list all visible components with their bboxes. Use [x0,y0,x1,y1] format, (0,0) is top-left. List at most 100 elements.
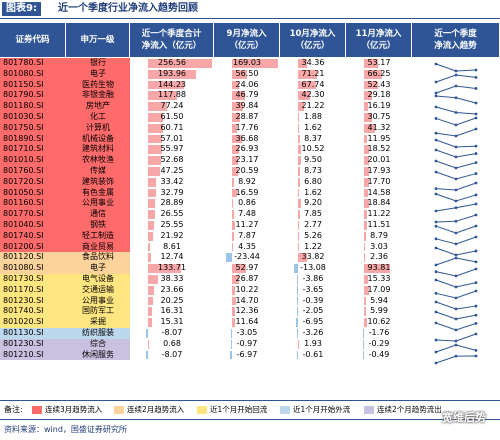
trend-svg [434,278,478,289]
trend-svg [434,159,478,170]
trend-point [474,267,478,271]
value-total: 47.25 [130,166,214,177]
value-bar-m11 [364,275,369,284]
industry-name: 建筑装饰 [66,176,130,188]
value-bar-m11 [364,123,376,133]
value-m10-text: 10.52 [301,144,325,154]
value-total: 0.68 [130,338,214,350]
value-bar-m11 [363,350,364,360]
value-m11: 66.25 [346,68,412,80]
value-bar-m9 [232,145,240,155]
value-bar-m9 [232,156,239,165]
trend-point [454,296,458,300]
value-total: 133.71 [130,263,214,274]
trend-point [434,138,438,141]
value-total-text: 77.24 [160,101,184,111]
trend-point [454,111,458,115]
security-code-text: 801120.SI [3,252,44,262]
value-m9: 20.59 [214,166,280,177]
trend-point [474,224,478,228]
value-m9: 11.27 [214,220,280,231]
trend-sparkline [412,80,500,94]
value-m10: 7.85 [280,209,346,220]
value-m11: 29.18 [346,90,412,102]
trend-svg [434,343,478,354]
value-m10-text: -13.08 [300,263,326,273]
value-bar-m11 [364,59,379,68]
table-row: 801760.SI 传媒 47.25 20.59 8.73 17.93 [0,166,500,181]
trend-point [434,94,438,98]
value-bar-total [148,113,164,122]
security-code-text: 801050.SI [3,187,44,197]
industry-name-text: 通信 [90,209,106,219]
security-code-text: 801170.SI [3,284,44,294]
value-m9: 10.22 [214,284,280,296]
trend-point [474,112,478,116]
value-total-text: 47.25 [160,166,184,175]
value-total-text: 23.66 [160,284,184,294]
value-bar-total [148,318,152,327]
trend-point [474,235,478,239]
value-m10: 21.22 [280,101,346,112]
header-col-1: 申万一级 [66,23,130,57]
security-code: 801080.SI [0,263,66,274]
value-total-text: 133.71 [158,263,186,273]
trend-point [454,231,458,235]
security-code: 801230.SI [0,295,66,307]
value-m10-text: 71.21 [301,68,325,78]
value-bar-m11 [364,307,366,317]
industry-name-text: 建筑装饰 [82,176,114,186]
value-bar-m11 [364,210,368,219]
value-bar-total [148,59,212,68]
value-m11-text: 30.75 [367,112,391,121]
industry-name-text: 休闲服务 [82,349,114,359]
value-m11: 41.32 [346,122,412,134]
legend-text: 近1个月开始回流 [210,405,268,414]
value-m10-text: 7.85 [304,209,322,219]
industry-name: 传媒 [66,166,130,177]
security-code: 801170.SI [0,284,66,296]
legend-swatch [197,405,207,414]
value-m10: 33.82 [280,252,346,264]
value-m9-text: 26.87 [235,274,259,283]
value-m11: 52.43 [346,79,412,91]
value-m11-text: 17.93 [367,166,391,175]
value-bar-m10 [297,350,298,360]
value-bar-m9 [232,113,240,122]
legend-text: 连续2月趋势流入 [127,405,185,414]
header-col-3: 9月净流入 （亿元） [214,23,280,57]
value-m10: 1.93 [280,338,346,350]
value-bar-m11 [364,91,372,101]
trend-sparkline [412,58,500,73]
value-bar-m9 [232,242,234,252]
industry-name: 纺织服装 [66,328,130,339]
industry-name: 交通运输 [66,284,130,296]
security-code-text: 801890.SI [3,133,44,143]
security-code: 801180.SI [0,101,66,112]
value-bar-total [148,188,157,198]
value-total-text: 33.42 [160,176,184,186]
trend-point [474,161,478,165]
legend-bottom-rule [0,419,500,420]
trend-svg [434,105,478,116]
trend-svg [434,310,478,321]
value-total: 77.24 [130,101,214,112]
value-m10-text: 9.50 [304,155,322,165]
value-m9-text: 16.59 [235,187,259,197]
trend-point [434,310,438,314]
trend-point [434,62,438,66]
trend-point [454,166,458,170]
industry-name-text: 电子 [90,68,106,78]
value-m10: 34.36 [280,58,346,69]
trend-point [454,256,458,260]
value-bar-m9 [232,80,239,90]
trend-point [434,270,438,274]
legend-item: 近1个月开始回流 [197,405,267,414]
industry-name: 化工 [66,112,130,123]
value-m9-text: -6.97 [236,349,258,359]
trend-sparkline [412,317,500,332]
value-bar-m9 [230,350,232,360]
table-row: 801080.SI 电子 133.71 52.97 -13.08 93.81 [0,263,500,278]
trend-svg [434,224,478,235]
value-m11: 93.81 [346,263,412,274]
